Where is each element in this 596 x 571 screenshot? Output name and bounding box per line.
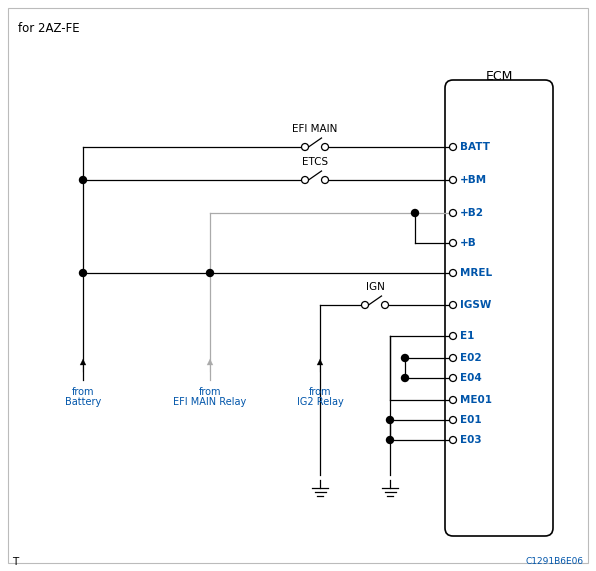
Text: EFI MAIN: EFI MAIN [292,124,338,134]
Text: from: from [72,387,94,397]
Circle shape [449,210,457,216]
Text: MREL: MREL [460,268,492,278]
Circle shape [449,436,457,444]
Circle shape [321,176,328,183]
Text: +B: +B [460,238,477,248]
Circle shape [449,375,457,381]
Circle shape [302,176,309,183]
Text: +B2: +B2 [460,208,484,218]
Circle shape [449,239,457,247]
Text: ECM: ECM [485,70,513,82]
Text: E04: E04 [460,373,482,383]
Circle shape [79,176,86,183]
Circle shape [449,176,457,183]
Text: IG2 Relay: IG2 Relay [297,397,343,407]
Circle shape [449,396,457,404]
Circle shape [386,416,393,424]
Circle shape [362,301,368,308]
Text: C1291B6E06: C1291B6E06 [526,557,584,566]
Text: EFI MAIN Relay: EFI MAIN Relay [173,397,247,407]
Circle shape [402,375,408,381]
Text: E01: E01 [460,415,482,425]
Text: E02: E02 [460,353,482,363]
Circle shape [411,210,418,216]
Circle shape [449,301,457,308]
Circle shape [449,416,457,424]
Text: ETCS: ETCS [302,157,328,167]
Circle shape [386,436,393,444]
Circle shape [449,143,457,151]
Circle shape [449,332,457,340]
Text: from: from [198,387,221,397]
Text: BATT: BATT [460,142,490,152]
Circle shape [402,355,408,361]
Text: ME01: ME01 [460,395,492,405]
Text: IGSW: IGSW [460,300,491,310]
Circle shape [206,270,213,276]
Circle shape [381,301,389,308]
Text: +BM: +BM [460,175,487,185]
Circle shape [79,270,86,276]
Text: E1: E1 [460,331,474,341]
FancyBboxPatch shape [445,80,553,536]
Text: Battery: Battery [65,397,101,407]
Text: T: T [12,557,18,567]
Text: IGN: IGN [365,282,384,292]
Circle shape [449,270,457,276]
Text: E03: E03 [460,435,482,445]
Circle shape [302,143,309,151]
Text: for 2AZ-FE: for 2AZ-FE [18,22,80,35]
Circle shape [321,143,328,151]
Circle shape [449,355,457,361]
Text: from: from [309,387,331,397]
